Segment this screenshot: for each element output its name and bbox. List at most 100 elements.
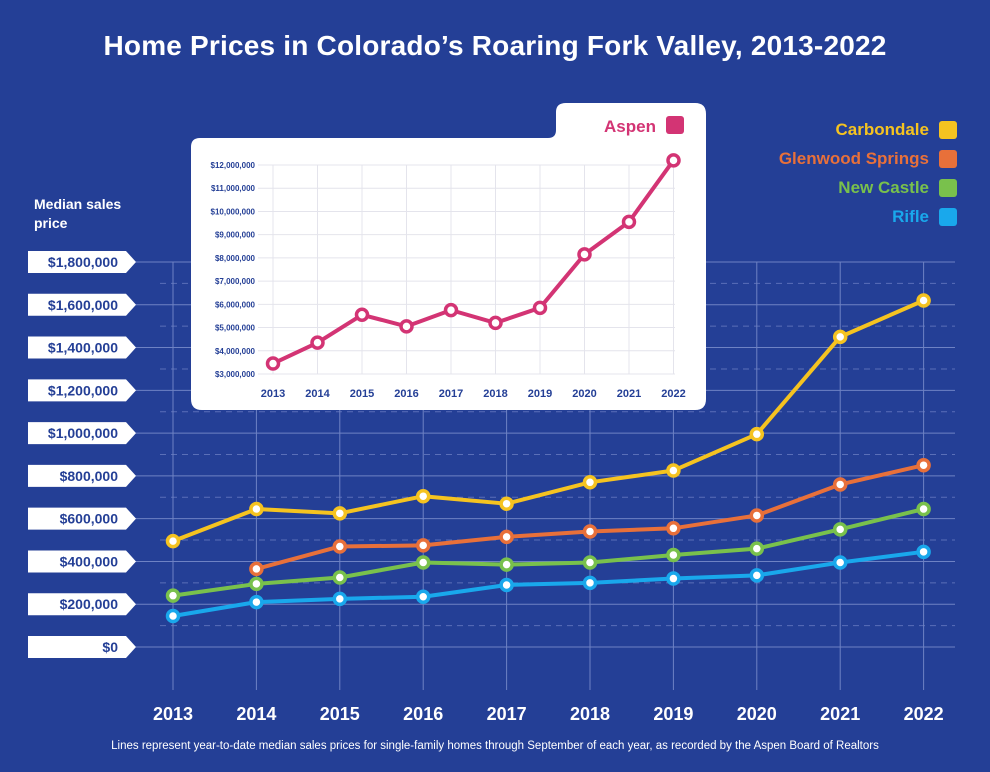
inset-x-tick-label: 2020 xyxy=(572,388,596,400)
series-line-new-castle xyxy=(171,507,926,598)
data-point-rifle xyxy=(165,608,181,624)
data-point-glenwood-springs xyxy=(749,508,765,523)
inset-x-tick-label: 2021 xyxy=(617,388,641,400)
x-tick-label: 2022 xyxy=(904,704,944,724)
x-tick-label: 2018 xyxy=(570,704,610,724)
data-point-rifle xyxy=(749,568,765,583)
y-tick-tag xyxy=(28,593,136,616)
data-point-aspen xyxy=(310,335,325,350)
data-point-glenwood-springs xyxy=(666,521,681,536)
data-point-aspen xyxy=(354,307,370,323)
x-tick-label: 2014 xyxy=(236,704,276,724)
data-point-aspen xyxy=(265,356,281,371)
legend-swatch-aspen xyxy=(666,116,684,134)
data-point-new-castle xyxy=(666,547,681,563)
inset-x-tick-label: 2022 xyxy=(661,388,685,400)
y-tick-tag xyxy=(28,507,136,530)
chart-title: Home Prices in Colorado’s Roaring Fork V… xyxy=(103,30,887,61)
x-tick-label: 2016 xyxy=(403,704,443,724)
data-point-glenwood-springs xyxy=(332,539,348,554)
data-point-new-castle xyxy=(415,555,431,570)
data-point-glenwood-springs xyxy=(249,561,264,577)
x-tick-label: 2021 xyxy=(820,704,860,724)
data-point-carbondale xyxy=(415,488,431,504)
data-point-rifle xyxy=(666,571,681,586)
inset-card xyxy=(191,103,706,410)
data-point-carbondale xyxy=(249,501,264,517)
inset-y-tick-label: $8,000,000 xyxy=(215,254,256,263)
y-tick-label: $200,000 xyxy=(60,596,119,612)
y-tick-tag xyxy=(28,336,136,359)
series-line-rifle xyxy=(171,549,926,618)
data-point-aspen xyxy=(488,315,503,331)
inset-y-tick-label: $10,000,000 xyxy=(211,207,256,216)
data-point-glenwood-springs xyxy=(916,457,931,473)
legend-label-carbondale: Carbondale xyxy=(835,120,929,139)
data-point-carbondale xyxy=(332,506,348,521)
legend-label-aspen: Aspen xyxy=(604,117,656,136)
y-tick-label: $0 xyxy=(102,639,118,655)
data-point-rifle xyxy=(249,594,264,610)
data-point-new-castle xyxy=(165,588,181,603)
data-point-carbondale xyxy=(582,475,598,490)
legend-swatch-new-castle xyxy=(939,179,957,197)
inset-x-tick-label: 2013 xyxy=(261,388,285,400)
y-tick-label: $1,000,000 xyxy=(48,425,118,441)
data-point-new-castle xyxy=(916,501,931,517)
legend-label-glenwood-springs: Glenwood Springs xyxy=(778,149,929,168)
data-point-new-castle xyxy=(582,555,598,570)
inset-y-tick-label: $5,000,000 xyxy=(215,324,256,333)
data-point-aspen xyxy=(577,247,592,262)
series-line-carbondale xyxy=(171,298,926,544)
legend-item-carbondale: Carbondale xyxy=(835,120,957,140)
legend-swatch-carbondale xyxy=(939,121,957,139)
inset-y-tick-label: $9,000,000 xyxy=(215,231,256,240)
y-axis-label: Median sales price xyxy=(34,196,122,231)
x-tick-label: 2017 xyxy=(487,704,527,724)
inset-x-tick-label: 2019 xyxy=(528,388,552,400)
legend-item-rifle: Rifle xyxy=(892,207,957,227)
data-point-glenwood-springs xyxy=(415,538,431,553)
data-point-rifle xyxy=(332,591,348,607)
data-point-rifle xyxy=(916,544,931,560)
x-tick-label: 2013 xyxy=(153,704,193,724)
inset-x-tick-label: 2015 xyxy=(350,388,374,400)
y-tick-label: $1,600,000 xyxy=(48,297,118,313)
data-point-new-castle xyxy=(749,541,765,556)
y-tick-label: $1,800,000 xyxy=(48,254,118,270)
data-point-carbondale xyxy=(916,293,931,308)
data-point-carbondale xyxy=(666,463,681,478)
data-point-aspen xyxy=(666,153,681,168)
inset-y-tick-label: $11,000,000 xyxy=(211,184,256,193)
legend-swatch-glenwood-springs xyxy=(939,150,957,168)
data-point-new-castle xyxy=(249,576,264,592)
inset-x-tick-label: 2014 xyxy=(305,388,330,400)
x-tick-label: 2019 xyxy=(653,704,693,724)
data-point-new-castle xyxy=(832,522,848,537)
x-tick-label: 2015 xyxy=(320,704,360,724)
y-tick-label: $600,000 xyxy=(60,511,119,527)
inset-y-tick-label: $12,000,000 xyxy=(211,161,256,170)
data-point-glenwood-springs xyxy=(832,477,848,492)
y-tick-tag xyxy=(28,379,136,402)
data-point-carbondale xyxy=(499,496,514,511)
inset-x-tick-label: 2018 xyxy=(483,388,507,400)
y-tick-tag xyxy=(28,464,136,487)
inset-x-tick-label: 2016 xyxy=(394,388,418,400)
data-point-aspen xyxy=(532,300,548,316)
inset-y-tick-label: $6,000,000 xyxy=(215,300,256,309)
inset-y-tick-label: $4,000,000 xyxy=(215,347,256,356)
series-line-aspen xyxy=(271,158,676,366)
y-tick-tag xyxy=(28,550,136,573)
legend-label-rifle: Rifle xyxy=(892,207,929,226)
footer-note: Lines represent year-to-date median sale… xyxy=(111,740,879,752)
y-tick-tag xyxy=(28,251,136,273)
legend-swatch-rifle xyxy=(939,208,957,226)
inset-y-tick-label: $7,000,000 xyxy=(215,277,256,286)
data-point-rifle xyxy=(582,575,598,591)
data-point-aspen xyxy=(443,302,459,318)
inset-y-tick-label: $3,000,000 xyxy=(215,370,256,379)
inset-x-tick-label: 2017 xyxy=(439,388,463,400)
data-point-carbondale xyxy=(165,533,181,549)
